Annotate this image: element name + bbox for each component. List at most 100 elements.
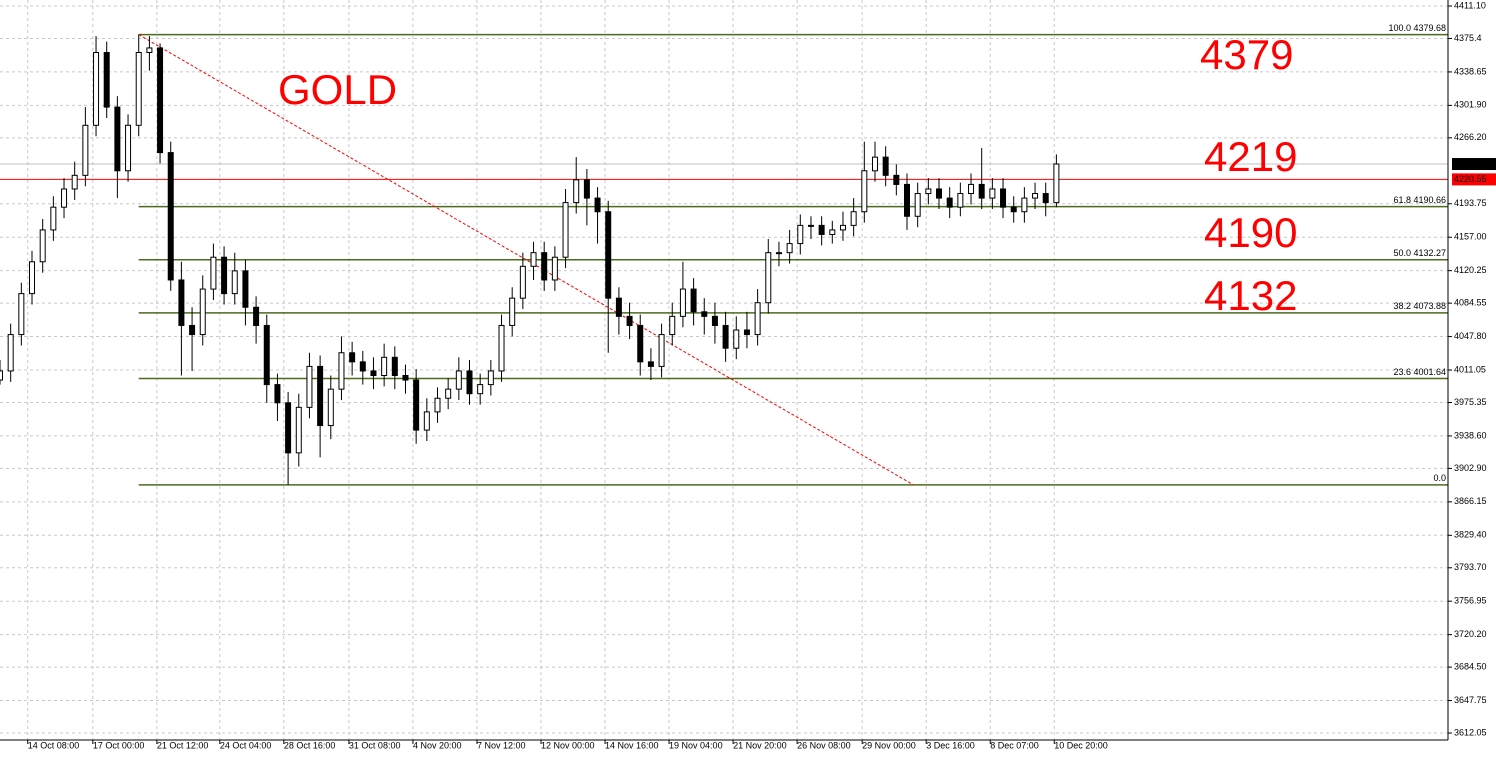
y-tick-label: 4084.55 [1454, 297, 1487, 307]
candle-body [178, 279, 185, 326]
y-tick-label: 3902.90 [1454, 463, 1487, 473]
x-tick-label: 28 Oct 16:00 [284, 740, 336, 750]
fib-label: 61.8 4190.66 [1393, 195, 1446, 205]
candle-body [647, 361, 654, 367]
candle-body [93, 51, 100, 126]
price-label: 4220.55 [1454, 174, 1487, 184]
y-tick-label: 3793.70 [1454, 562, 1487, 572]
candle-body [551, 256, 558, 281]
x-tick-label: 21 Oct 12:00 [157, 740, 209, 750]
fib-label: 50.0 4132.27 [1393, 248, 1446, 258]
candle-body [146, 47, 153, 53]
candle-body [402, 375, 409, 381]
candle-body [434, 397, 441, 413]
candle-body [1000, 188, 1007, 208]
x-tick-label: 31 Oct 08:00 [349, 740, 401, 750]
fib-label: 23.6 4001.64 [1393, 367, 1446, 377]
candle-body [1021, 197, 1028, 213]
candle-body [349, 352, 356, 363]
candle-body [274, 384, 281, 404]
y-tick-label: 4157.00 [1454, 232, 1487, 242]
candle-body [818, 224, 825, 235]
x-tick-label: 8 Dec 07:00 [990, 740, 1039, 750]
fib-label: 0.0 [1433, 473, 1446, 483]
candle-body [39, 229, 46, 263]
candle-body [359, 361, 366, 372]
x-tick-label: 7 Nov 12:00 [477, 740, 526, 750]
candle-body [413, 379, 420, 431]
annotation: 4379 [1200, 31, 1293, 78]
candle-body [573, 179, 580, 204]
candle-body [423, 411, 430, 431]
y-tick-label: 3612.05 [1454, 727, 1487, 737]
candle-body [797, 224, 804, 245]
y-tick-label: 3647.75 [1454, 695, 1487, 705]
candle-body [221, 256, 228, 295]
grid [0, 0, 1448, 740]
candle-body [807, 224, 814, 227]
y-tick-label: 3866.15 [1454, 496, 1487, 506]
candle-body [18, 293, 25, 336]
price-label: 4237.42 [1454, 158, 1487, 168]
candle-body [125, 124, 132, 172]
x-tick-label: 4 Nov 20:00 [413, 740, 462, 750]
candle-body [391, 356, 398, 377]
candle-body [626, 315, 633, 326]
candle-body [839, 224, 846, 231]
y-tick-label: 4301.90 [1454, 100, 1487, 110]
candle-body [498, 324, 505, 372]
y-tick-label: 3938.60 [1454, 430, 1487, 440]
candle-body [327, 388, 334, 427]
candle-body [338, 352, 345, 390]
candle-body [210, 256, 217, 290]
y-tick-label: 4338.65 [1454, 66, 1487, 76]
x-tick-label: 26 Nov 08:00 [797, 740, 851, 750]
candle-body [701, 311, 708, 317]
candle-body [562, 202, 569, 258]
y-tick-label: 3756.95 [1454, 596, 1487, 606]
x-tick-label: 17 Oct 00:00 [93, 740, 145, 750]
y-tick-label: 4375.4 [1454, 33, 1482, 43]
candle-body [690, 288, 697, 313]
x-tick-label: 24 Oct 04:00 [220, 740, 272, 750]
candle-body [285, 402, 292, 454]
candle-body [850, 211, 857, 226]
y-tick-label: 4011.05 [1454, 364, 1486, 374]
price-box [1452, 158, 1496, 171]
candle-body [0, 370, 3, 381]
candle-body [1032, 193, 1039, 199]
candle-body [936, 188, 943, 199]
candle-body [957, 193, 964, 208]
candle-body [487, 370, 494, 386]
y-tick-label: 4411.10 [1454, 0, 1486, 10]
candle-body [775, 252, 782, 255]
candle-body [29, 261, 36, 295]
fib-label: 38.2 4073.88 [1393, 301, 1446, 311]
candle-body [946, 197, 953, 208]
candle-body [381, 356, 388, 377]
candle-body [519, 265, 526, 299]
y-tick-label: 4120.25 [1454, 265, 1487, 275]
candle-body [978, 183, 985, 199]
candle-body [861, 170, 868, 213]
candle-body [71, 174, 78, 190]
y-tick-label: 3975.35 [1454, 397, 1487, 407]
candle-body [50, 206, 57, 231]
candle-body [306, 365, 313, 408]
candle-body [1042, 193, 1049, 204]
candle-body [904, 183, 911, 217]
candle-body [541, 252, 548, 281]
y-tick-label: 3829.40 [1454, 530, 1487, 540]
candle-body [615, 297, 622, 317]
x-tick-label: 14 Oct 08:00 [28, 740, 80, 750]
candle-body [893, 174, 900, 185]
candle-body [1010, 206, 1017, 213]
candle-body [989, 188, 996, 199]
candle-body [669, 315, 676, 336]
candle-body [114, 106, 121, 172]
x-tick-label: 10 Dec 20:00 [1054, 740, 1108, 750]
candle-body [82, 124, 89, 176]
candle-body [455, 370, 462, 390]
candle-body [295, 406, 302, 454]
